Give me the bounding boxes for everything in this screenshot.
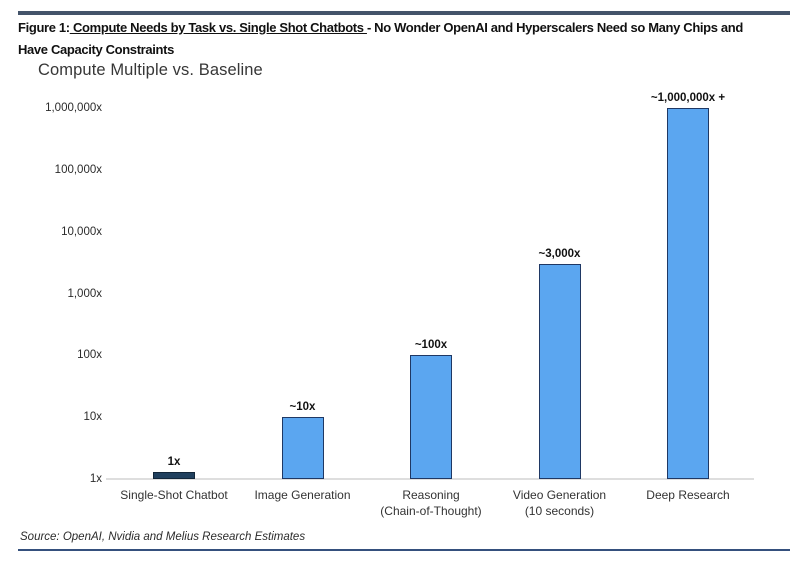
x-axis-category-label: Deep Research [646, 488, 730, 502]
figure-header-line2: Have Capacity Constraints [18, 42, 174, 57]
x-axis-category-label: Reasoning (Chain-of-Thought) [380, 488, 482, 518]
bar [538, 264, 581, 479]
y-axis-tick-label: 1,000x [67, 287, 102, 300]
y-axis-tick-label: 100x [77, 349, 102, 362]
bottom-divider [18, 549, 790, 551]
bar-value-label: ~100x [414, 339, 448, 352]
bar [153, 472, 195, 479]
top-divider [18, 11, 790, 15]
bar [667, 108, 709, 479]
x-axis-category-label: Single-Shot Chatbot [120, 488, 228, 502]
bar-value-label: ~10x [289, 401, 316, 414]
y-axis-tick-label: 100,000x [54, 164, 102, 176]
chart-title: Compute Multiple vs. Baseline [38, 61, 263, 79]
bar-value-label: 1x [167, 456, 181, 468]
figure-label: Figure 1: [18, 20, 70, 35]
bar [410, 355, 452, 479]
x-axis-category-label: Image Generation [254, 488, 351, 502]
figure-header: Figure 1: Compute Needs by Task vs. Sing… [18, 17, 796, 61]
x-axis-baseline [106, 478, 754, 480]
y-axis-tick-label: 1,000,000x [45, 102, 102, 115]
figure-header-line1: Figure 1: Compute Needs by Task vs. Sing… [18, 17, 796, 39]
y-axis-tick-label: 10x [83, 411, 102, 424]
source-note: Source: OpenAI, Nvidia and Melius Resear… [20, 531, 306, 543]
y-axis-tick-label: 10,000x [61, 225, 102, 238]
figure-title-rest: - No Wonder OpenAI and Hyperscalers Need… [366, 20, 743, 35]
bar-value-label: ~3,000x [538, 248, 581, 261]
bar [281, 417, 324, 479]
x-axis-category-label: Video Generation (10 seconds) [512, 488, 607, 518]
bar-value-label: ~1,000,000x + [650, 92, 726, 105]
y-axis-tick-label: 1x [89, 473, 102, 485]
figure-title-underlined: Compute Needs by Task vs. Single Shot Ch… [69, 20, 367, 35]
